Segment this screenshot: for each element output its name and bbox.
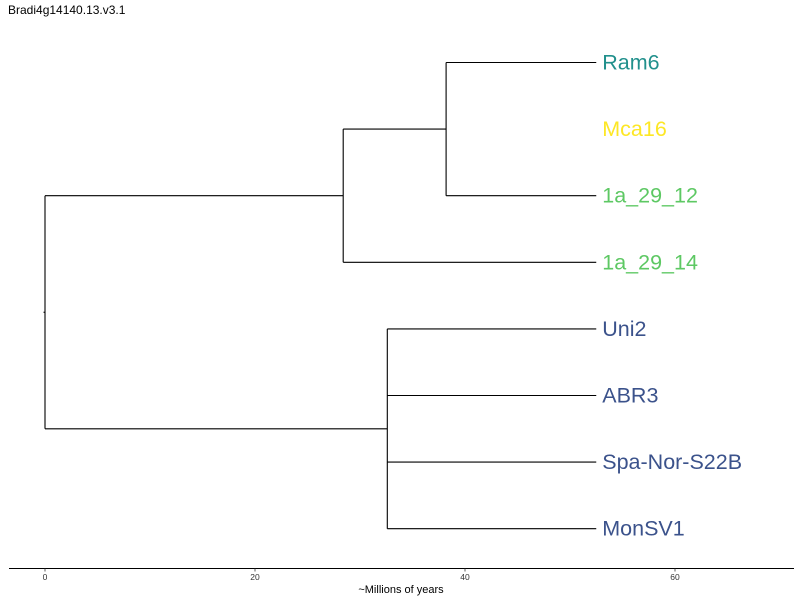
x-tick-label: 60 [670,572,680,582]
x-tick-label: 40 [460,572,470,582]
tip-label: ABR3 [602,384,658,408]
x-axis-ticks: 0 20 40 60 [43,568,680,582]
tree-branches [43,61,597,530]
x-axis-title: ~Millions of years [358,584,444,596]
tip-labels: Ram6 Mca16 1a_29_12 1a_29_14 Uni2 ABR3 Spa-Nor… [602,51,742,541]
tip-label: Spa-Nor-S22B [602,450,742,474]
tip-label: Uni2 [602,317,646,341]
page-title: Bradi4g14140.13.v3.1 [8,3,126,17]
tip-label: Ram6 [602,51,659,75]
tip-label: 1a_29_14 [602,250,698,274]
x-tick-label: 0 [43,572,48,582]
tip-label: 1a_29_12 [602,184,698,208]
tip-label: Mca16 [602,117,667,141]
tip-label: MonSV1 [602,517,684,541]
x-tick-label: 20 [250,572,260,582]
